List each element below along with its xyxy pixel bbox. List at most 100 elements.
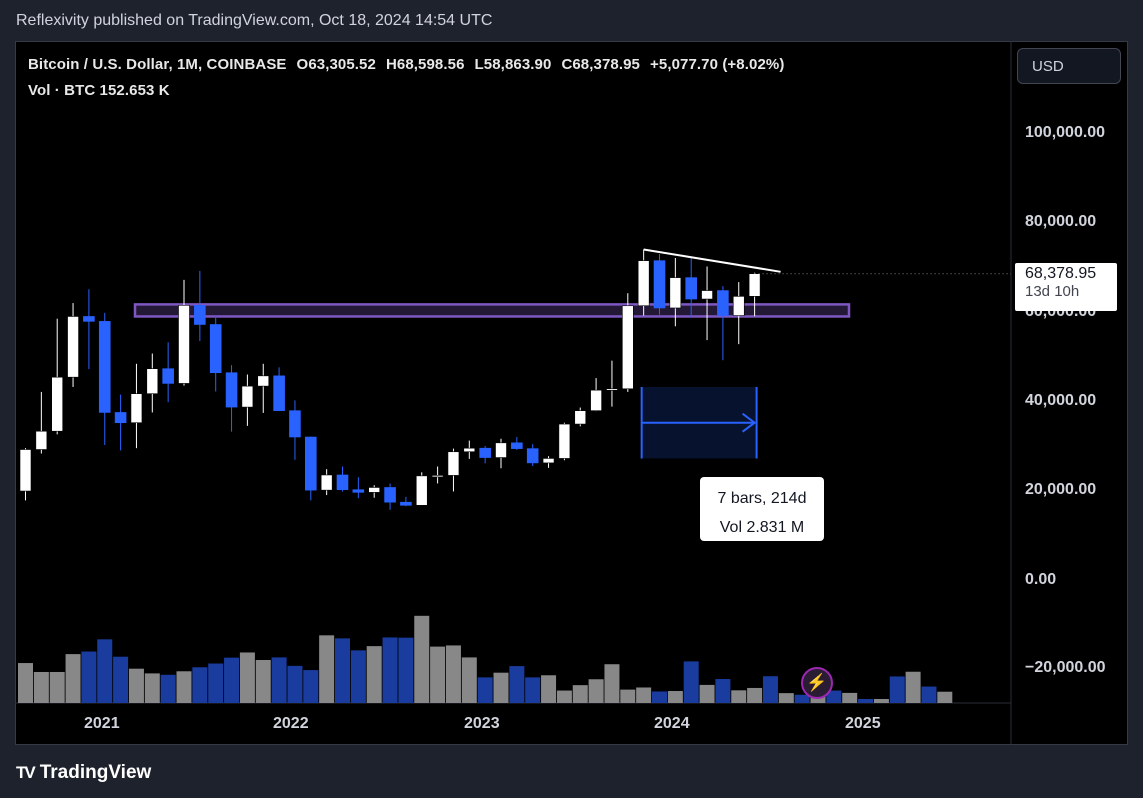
candle-body [384,487,396,503]
candle-body [273,375,285,411]
x-tick-label: 2021 [84,715,120,732]
volume-bar [382,637,398,703]
volume-bar [366,646,382,703]
candle-body [336,474,349,491]
volume-bar [921,686,937,703]
candle-body [225,372,238,408]
candle-body [637,260,650,307]
candle-body [685,277,698,300]
volume-bar [905,671,921,703]
candlestick-chart[interactable] [15,41,1128,745]
volume-bar [636,687,652,703]
candle-body [83,316,95,322]
candle-body [289,410,301,438]
tv-logo-icon: TV [16,763,36,782]
volume-bar [113,656,129,703]
volume-bar [303,670,319,703]
volume-bar [160,674,176,703]
bar-countdown: 13d 10h [1025,283,1080,300]
candle-body [669,277,682,309]
volume-bar [18,663,33,703]
volume-bar [49,671,65,703]
candle-body [447,451,460,476]
volume-bar [287,665,303,703]
candle-body [98,321,111,413]
volume-bar [842,692,858,703]
volume-bar [239,652,255,703]
tradingview-logo[interactable]: TV TradingView [16,762,151,784]
symbol-legend: Bitcoin / U.S. Dollar, 1M, COINBASE O63,3… [28,56,784,73]
candle-body [621,305,634,390]
x-tick-label: 2022 [273,715,309,732]
candle-body [526,448,539,464]
volume-bar [430,646,446,703]
trendline[interactable] [643,248,781,273]
candle-body [558,423,571,459]
candle-body [352,489,365,493]
volume-bar [620,689,636,703]
brand-name: TradingView [39,762,152,783]
volume-bar [873,699,889,703]
candle-body [463,447,476,453]
candle-body [162,368,174,384]
candle-body [653,260,666,309]
last-price-tag: 68,378.95 13d 10h [1015,263,1117,311]
candle-body [431,475,444,478]
volume-bar [541,675,557,703]
lightning-icon[interactable]: ⚡ [801,667,833,699]
candle-body [590,389,602,411]
change-value: +5,077.70 (+8.02%) [650,56,785,73]
candle-body [241,385,254,408]
volume-bar [81,651,97,703]
candle-body [35,430,48,450]
high-value: H68,598.56 [385,56,465,73]
volume-bar [826,690,842,703]
candle-body [732,296,745,316]
volume-bar [477,677,493,703]
volume-bar [144,673,160,703]
volume-bar [255,659,271,703]
y-tick-label: 0.00 [1025,571,1057,588]
candle-body [701,290,713,300]
volume-bar [572,685,588,703]
volume-bar [128,668,144,703]
volume-bar [937,691,953,703]
candle-body [114,412,127,424]
volume-bar [762,676,778,703]
volume-bar [33,671,49,703]
candle-body [606,388,618,391]
volume-legend: Vol · BTC 152.653 K [28,82,170,99]
volume-bar [350,650,366,703]
candle-body [257,375,270,387]
measure-volume: Vol 2.831 M [719,519,805,536]
volume-bar [794,694,810,703]
y-tick-label: 80,000.00 [1025,213,1097,230]
candle-body [51,376,64,432]
x-tick-label: 2024 [654,715,690,732]
currency-button[interactable]: USD [1017,48,1121,84]
x-tick-label: 2025 [845,715,881,732]
volume-bar [192,667,208,703]
volume-bar [509,666,525,703]
volume-bar [588,679,604,703]
low-value: L58,863.90 [474,56,552,73]
candle-body [194,304,206,325]
candle-body [717,290,729,316]
candle-body [304,436,317,491]
y-tick-label: 100,000.00 [1025,124,1106,141]
candle-body [320,474,333,491]
candle-body [495,442,507,458]
candle-body [415,475,428,506]
volume-bar [335,638,350,703]
open-value: O63,305.52 [296,56,376,73]
volume-bar [414,615,430,703]
volume-bar [556,690,572,703]
volume-bar [652,691,667,703]
last-price: 68,378.95 [1025,265,1097,282]
publish-caption: Reflexivity published on TradingView.com… [16,12,493,29]
measure-tooltip: 7 bars, 214d Vol 2.831 M [700,477,824,541]
chart-frame[interactable] [15,41,1128,745]
volume-bar [461,657,477,703]
y-tick-label: −20,000.00 [1025,659,1106,676]
candle-body [400,501,412,506]
